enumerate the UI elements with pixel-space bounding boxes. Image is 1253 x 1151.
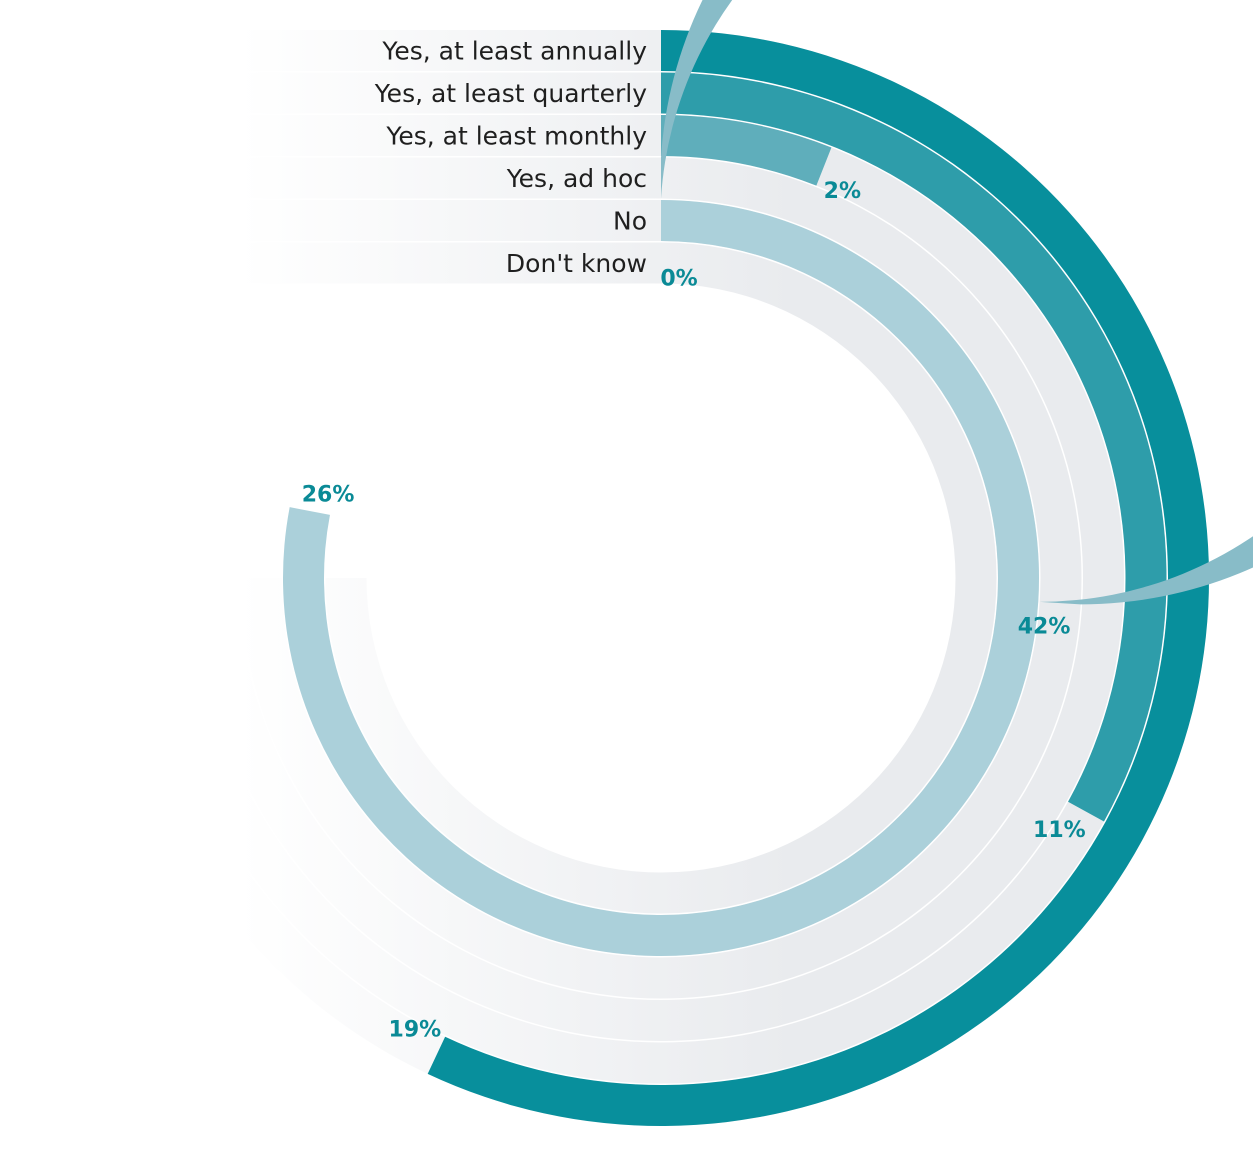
label-band-yes-at-least-monthly [240,115,661,156]
value-label-don-t-know: 0% [660,267,697,292]
background-tracks [113,30,1209,1126]
track-don-t-know [325,242,997,914]
value-label-yes-at-least-quarterly: 11% [1033,818,1086,843]
label-band-yes-at-least-quarterly [240,72,661,114]
category-label-no: No [613,207,647,236]
value-labels: 19% 11% 2% 42% 26% 0% [302,179,1086,1043]
bar-no [282,200,1039,957]
value-label-yes-ad-hoc: 42% [1018,614,1071,639]
value-label-no: 26% [302,483,355,508]
bar-yes-at-least-quarterly [661,72,1167,822]
label-band-yes-ad-hoc [240,157,661,199]
value-arcs [282,0,1253,1126]
category-label-yes-at-least-annually: Yes, at least annually [381,37,647,66]
category-label-don-t-know: Don't know [506,249,647,278]
bar-yes-at-least-monthly [661,115,832,186]
value-label-yes-at-least-annually: 19% [389,1018,442,1043]
category-labels: Yes, at least annually Yes, at least quar… [374,37,647,279]
label-band-don-t-know [240,242,661,284]
category-label-yes-at-least-monthly: Yes, at least monthly [385,122,647,151]
value-label-yes-at-least-monthly: 2% [824,179,861,204]
label-band-yes-at-least-annually [240,30,661,71]
category-label-yes-at-least-quarterly: Yes, at least quarterly [374,79,647,108]
category-label-yes-ad-hoc: Yes, ad hoc [506,164,647,193]
label-band-no [240,200,661,241]
